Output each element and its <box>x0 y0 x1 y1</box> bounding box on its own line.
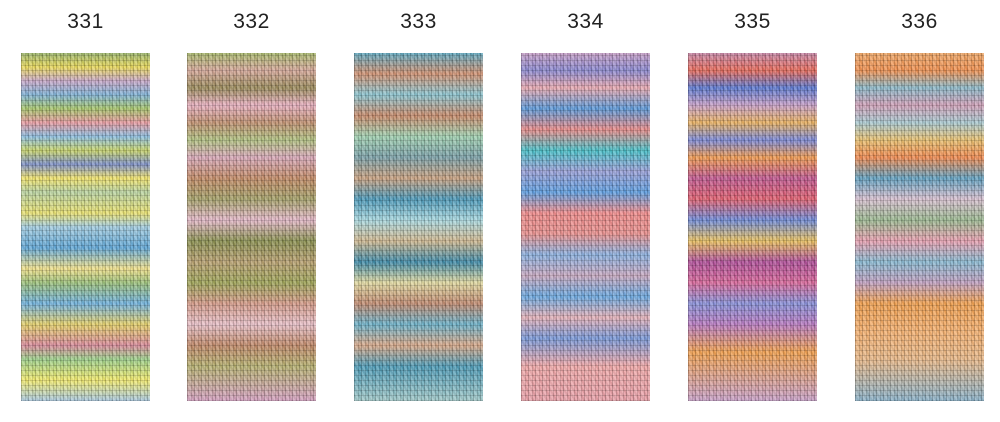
yarn-swatch <box>21 53 150 401</box>
yarn-swatch <box>187 53 316 401</box>
swatch-label: 331 <box>67 10 104 33</box>
swatch-label: 336 <box>901 10 938 33</box>
swatch-card: 332 <box>187 0 316 422</box>
yarn-swatch <box>855 53 984 401</box>
swatch-label: 332 <box>233 10 270 33</box>
swatch-card: 331 <box>21 0 150 422</box>
swatch-card: 334 <box>521 0 650 422</box>
yarn-swatch <box>521 53 650 401</box>
swatch-card: 333 <box>354 0 483 422</box>
yarn-swatch <box>354 53 483 401</box>
yarn-swatch <box>688 53 817 401</box>
swatch-card: 335 <box>688 0 817 422</box>
swatch-label: 334 <box>567 10 604 33</box>
swatch-card: 336 <box>855 0 984 422</box>
swatch-label: 335 <box>734 10 771 33</box>
swatch-label: 333 <box>400 10 437 33</box>
